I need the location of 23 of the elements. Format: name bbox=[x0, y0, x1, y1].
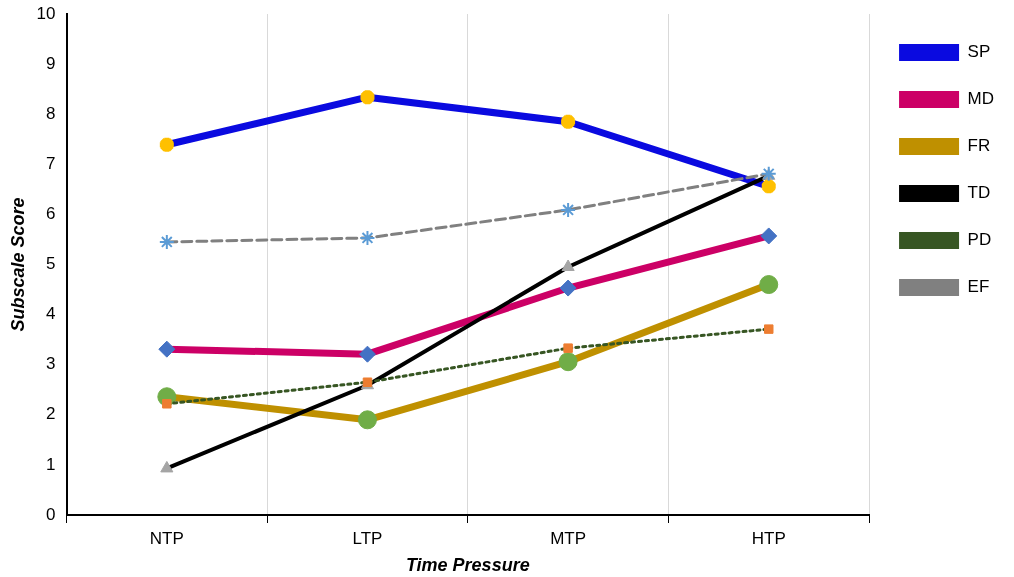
legend-label: PD bbox=[967, 230, 992, 250]
y-axis-title: Subscale Score bbox=[7, 197, 28, 332]
y-tick-label: 5 bbox=[46, 254, 56, 274]
y-tick-label: 7 bbox=[46, 153, 56, 173]
y-tick-label: 3 bbox=[46, 354, 56, 374]
y-tick-label: 2 bbox=[46, 404, 56, 424]
x-tick-label: MTP bbox=[550, 528, 587, 548]
x-tick-label: HTP bbox=[751, 528, 786, 548]
y-tick-label: 10 bbox=[36, 3, 56, 23]
legend-label: MD bbox=[967, 89, 995, 109]
y-tick-label: 4 bbox=[46, 304, 56, 324]
legend-label: SP bbox=[967, 42, 991, 62]
y-tick-label: 9 bbox=[46, 53, 56, 73]
y-tick-label: 1 bbox=[46, 454, 56, 474]
legend-label: FR bbox=[967, 136, 991, 156]
x-axis-title: Time Pressure bbox=[405, 555, 530, 576]
y-tick-label: 0 bbox=[46, 504, 56, 524]
y-tick-label: 8 bbox=[46, 103, 56, 123]
y-tick-label: 6 bbox=[46, 204, 56, 224]
x-tick-label: LTP bbox=[352, 528, 383, 548]
x-tick-label: NTP bbox=[149, 528, 184, 548]
legend-label: TD bbox=[967, 183, 991, 203]
legend-label: EF bbox=[967, 277, 990, 297]
